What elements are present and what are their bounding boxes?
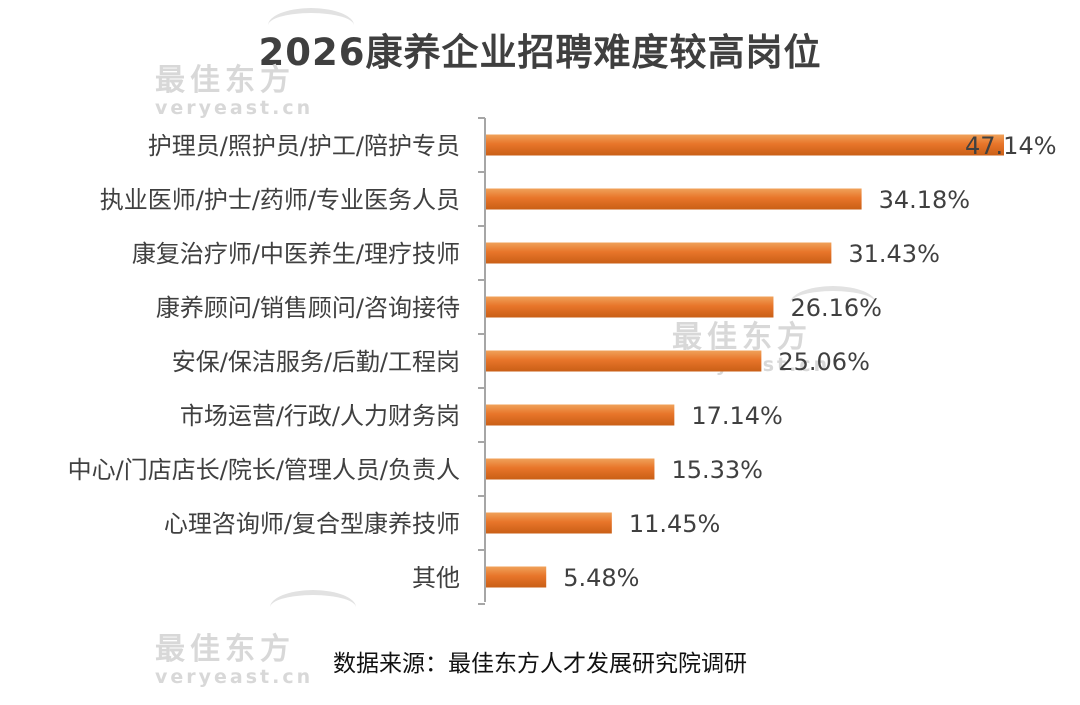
bar [486, 188, 862, 210]
data-label: 31.43% [848, 240, 940, 268]
bar [486, 512, 612, 534]
data-label: 5.48% [563, 564, 639, 592]
category-label: 执业医师/护士/药师/专业医务人员 [100, 186, 460, 214]
category-label: 心理咨询师/复合型康养技师 [164, 510, 460, 538]
data-source-note: 数据来源：最佳东方人才发展研究院调研 [333, 651, 747, 677]
chart-title: 2026康养企业招聘难度较高岗位 [258, 31, 822, 74]
category-label: 其他 [412, 564, 460, 592]
bar [486, 296, 774, 318]
category-label: 市场运营/行政/人力财务岗 [180, 402, 460, 430]
data-label: 11.45% [629, 510, 721, 538]
category-label: 康复治疗师/中医养生/理疗技师 [132, 240, 460, 268]
data-label: 34.18% [879, 186, 971, 214]
bar [486, 242, 832, 264]
bar [486, 404, 675, 426]
bar [486, 458, 655, 480]
bar [486, 134, 1004, 156]
data-label: 15.33% [671, 456, 763, 484]
data-label: 47.14% [965, 132, 1057, 160]
bar [486, 566, 547, 588]
category-label: 中心/门店店长/院长/管理人员/负责人 [68, 456, 460, 484]
data-label: 17.14% [691, 402, 783, 430]
bar [486, 350, 762, 372]
category-label: 护理员/照护员/护工/陪护专员 [148, 132, 460, 160]
category-label: 安保/保洁服务/后勤/工程岗 [172, 348, 460, 376]
data-label: 25.06% [778, 348, 870, 376]
category-label: 康养顾问/销售顾问/咨询接待 [156, 294, 460, 322]
data-label: 26.16% [790, 294, 882, 322]
